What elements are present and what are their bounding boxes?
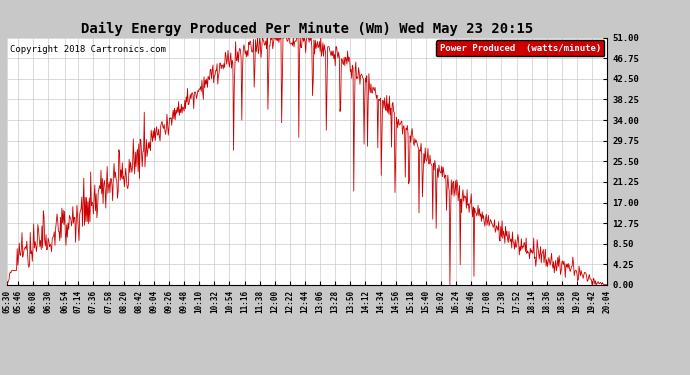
Legend: Power Produced  (watts/minute): Power Produced (watts/minute)	[436, 40, 604, 56]
Text: Copyright 2018 Cartronics.com: Copyright 2018 Cartronics.com	[10, 45, 166, 54]
Title: Daily Energy Produced Per Minute (Wm) Wed May 23 20:15: Daily Energy Produced Per Minute (Wm) We…	[81, 22, 533, 36]
